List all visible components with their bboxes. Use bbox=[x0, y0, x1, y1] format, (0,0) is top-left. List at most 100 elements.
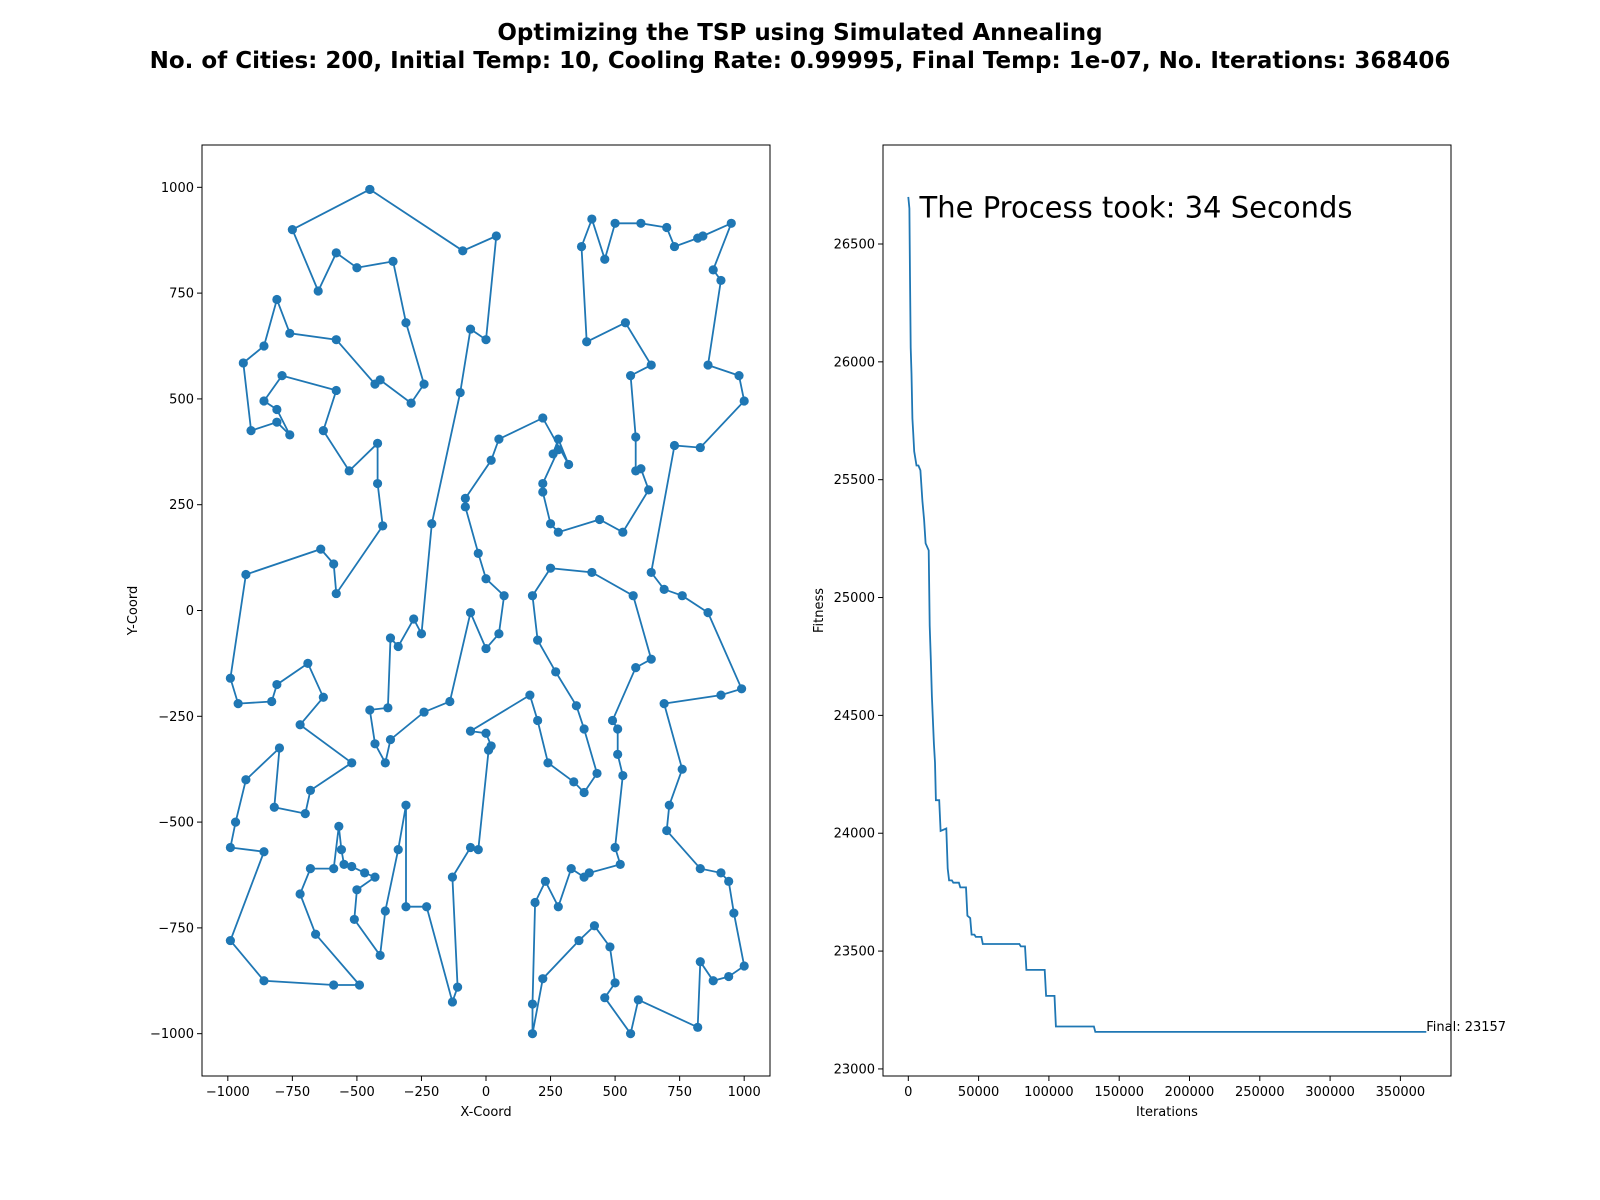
city-point bbox=[610, 218, 620, 228]
city-point bbox=[569, 777, 579, 787]
city-point bbox=[669, 241, 680, 252]
city-point bbox=[662, 825, 672, 836]
city-point bbox=[695, 957, 705, 967]
x-tick-label: 1000 bbox=[728, 1085, 761, 1100]
city-point bbox=[739, 961, 749, 971]
city-point bbox=[347, 758, 357, 768]
city-point bbox=[460, 502, 470, 512]
city-point bbox=[610, 842, 620, 853]
city-point bbox=[659, 699, 669, 709]
city-point bbox=[241, 569, 251, 580]
city-point bbox=[230, 817, 241, 827]
city-point bbox=[372, 478, 383, 489]
x-tick-label: 50000 bbox=[958, 1085, 999, 1100]
city-point bbox=[267, 696, 277, 707]
city-point bbox=[383, 703, 393, 713]
city-point bbox=[453, 982, 463, 992]
y-tick-label: 1000 bbox=[161, 181, 194, 196]
figure-subtitle: No. of Cities: 200, Initial Temp: 10, Co… bbox=[149, 48, 1451, 74]
city-point bbox=[729, 908, 739, 918]
city-point bbox=[246, 426, 256, 436]
city-point bbox=[613, 749, 623, 759]
city-point bbox=[677, 764, 687, 774]
city-point bbox=[636, 218, 646, 228]
city-point bbox=[419, 379, 429, 389]
y-axis-label: Fitness bbox=[812, 588, 827, 633]
city-point bbox=[329, 864, 339, 874]
tour-plot: −1000 −750 −500 −250 0 250 500 750 1000 −1000 −750… bbox=[126, 144, 771, 1120]
city-point bbox=[703, 360, 713, 370]
city-point bbox=[644, 485, 654, 495]
city-point bbox=[393, 844, 403, 855]
y-tick-label: 500 bbox=[169, 392, 194, 407]
y-tick-label: −250 bbox=[158, 710, 194, 725]
city-point bbox=[465, 726, 476, 736]
city-point bbox=[724, 971, 734, 982]
city-point bbox=[318, 692, 328, 702]
y-tick-label: −500 bbox=[158, 816, 194, 831]
city-point bbox=[272, 294, 282, 305]
y-tick-label: 24000 bbox=[834, 827, 875, 842]
city-point bbox=[589, 921, 600, 931]
city-point bbox=[716, 690, 726, 700]
city-point bbox=[238, 358, 248, 368]
city-point bbox=[716, 868, 726, 878]
city-point bbox=[592, 768, 602, 779]
x-tick-label: 250 bbox=[538, 1085, 563, 1100]
city-point bbox=[349, 914, 359, 925]
city-point bbox=[538, 974, 548, 984]
x-tick-label: −250 bbox=[404, 1085, 440, 1100]
x-tick-label: 300000 bbox=[1305, 1085, 1355, 1100]
city-point bbox=[610, 978, 620, 988]
city-point bbox=[233, 699, 243, 709]
city-point bbox=[538, 478, 548, 489]
city-point bbox=[615, 859, 625, 870]
city-point bbox=[631, 663, 641, 673]
x-tick-label: 150000 bbox=[1094, 1085, 1144, 1100]
city-point bbox=[664, 800, 674, 810]
city-point bbox=[401, 902, 411, 912]
final-fitness-label: Final: 23157 bbox=[1426, 1020, 1506, 1035]
city-point bbox=[618, 527, 628, 537]
city-point bbox=[285, 328, 295, 338]
city-point bbox=[272, 679, 282, 690]
city-point bbox=[409, 614, 419, 624]
city-point bbox=[553, 527, 563, 537]
city-point bbox=[380, 758, 390, 768]
city-point bbox=[259, 976, 269, 986]
city-point bbox=[703, 608, 713, 618]
duration-annotation: The Process took: 34 Seconds bbox=[919, 191, 1353, 225]
city-point bbox=[481, 335, 491, 345]
city-point bbox=[553, 434, 563, 444]
city-point bbox=[605, 942, 615, 952]
city-point bbox=[734, 371, 744, 381]
city-point bbox=[473, 548, 483, 558]
city-point bbox=[427, 519, 437, 529]
city-point bbox=[708, 976, 718, 986]
city-point bbox=[370, 872, 380, 882]
city-point bbox=[724, 876, 734, 886]
y-tick-label: 25500 bbox=[834, 473, 875, 488]
city-point bbox=[360, 868, 370, 878]
x-tick-label: 350000 bbox=[1376, 1085, 1426, 1100]
figure-title: Optimizing the TSP using Simulated Annea… bbox=[497, 20, 1103, 46]
city-point bbox=[272, 404, 282, 415]
city-point bbox=[311, 929, 321, 939]
y-tick-label: 23500 bbox=[834, 945, 875, 960]
city-point bbox=[305, 785, 316, 795]
city-point bbox=[533, 715, 543, 726]
city-point bbox=[447, 997, 458, 1007]
x-tick-label: 0 bbox=[904, 1085, 912, 1100]
x-tick-label: −1000 bbox=[206, 1085, 250, 1100]
city-point bbox=[388, 256, 398, 266]
city-point bbox=[305, 864, 316, 874]
city-point bbox=[579, 724, 589, 734]
city-point bbox=[646, 360, 656, 370]
city-point bbox=[716, 275, 726, 286]
city-point bbox=[336, 844, 347, 855]
city-point bbox=[274, 743, 285, 753]
city-point bbox=[538, 413, 548, 423]
city-point bbox=[445, 696, 455, 707]
y-tick-label: 250 bbox=[169, 498, 194, 513]
city-point bbox=[372, 438, 383, 448]
